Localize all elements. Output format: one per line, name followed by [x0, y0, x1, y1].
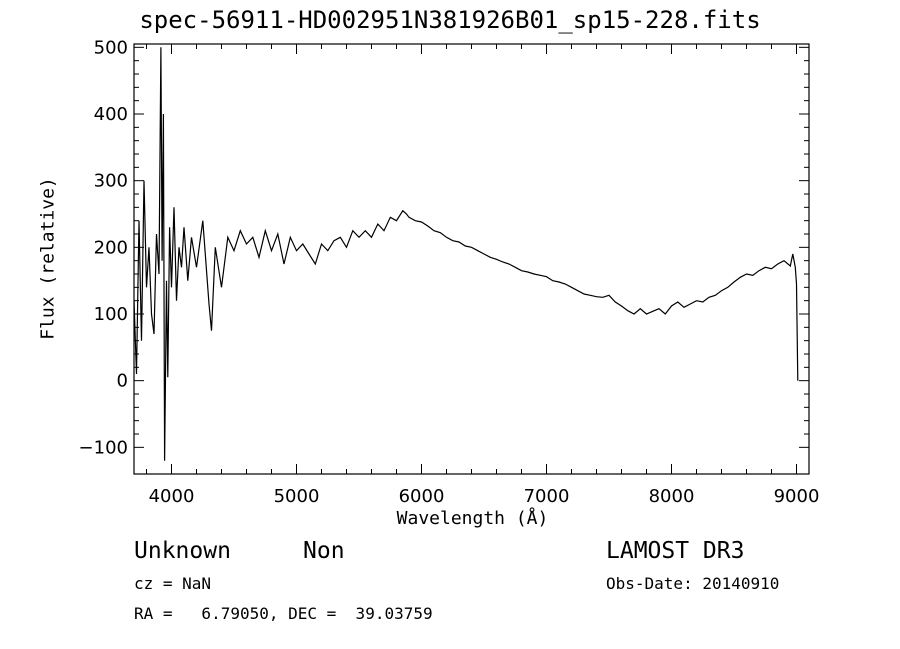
plot-frame	[133, 43, 810, 475]
y-tick-label: 400	[94, 104, 128, 125]
x-tick-label: 4000	[149, 486, 195, 507]
chart-title: spec-56911-HD002951N381926B01_sp15-228.f…	[139, 6, 761, 34]
flux-series-line	[134, 47, 799, 461]
x-tick-label: 9000	[774, 486, 820, 507]
survey-label: LAMOST DR3	[606, 538, 745, 564]
y-tick-label: 300	[94, 171, 128, 192]
coordinates-label: RA = 6.79050, DEC = 39.03759	[134, 604, 433, 623]
x-tick-label: 5000	[274, 486, 320, 507]
obs-date-label: Obs-Date: 20140910	[606, 574, 780, 593]
object-class: Unknown	[134, 538, 231, 564]
y-tick-label: 0	[117, 371, 128, 392]
x-tick-label: 7000	[524, 486, 570, 507]
redshift-label: cz = NaN	[134, 574, 212, 593]
y-axis-label: Flux (relative)	[37, 177, 59, 340]
y-tick-label: −100	[79, 437, 128, 458]
object-subclass: Non	[303, 538, 345, 564]
y-tick-label: 500	[94, 37, 128, 58]
x-axis: 4000 5000 6000 7000 8000 9000	[146, 44, 820, 507]
x-axis-label: Wavelength (Å)	[396, 508, 549, 529]
y-tick-label: 100	[94, 304, 128, 325]
x-tick-label: 8000	[649, 486, 695, 507]
x-tick-label: 6000	[399, 486, 445, 507]
y-axis: −100 0 100 200 300 400 500	[79, 37, 809, 458]
y-tick-label: 200	[94, 237, 128, 258]
